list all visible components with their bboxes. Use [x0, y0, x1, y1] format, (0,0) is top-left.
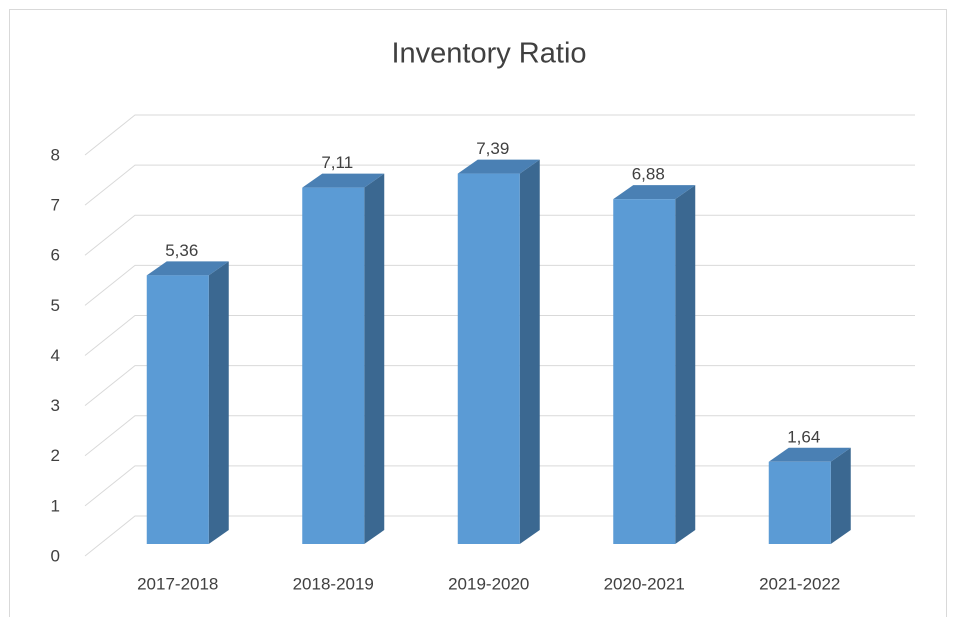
grid-line: [84, 164, 915, 206]
grid-line: [84, 114, 915, 156]
y-tick-label: 1: [51, 496, 60, 515]
y-tick-label: 5: [51, 296, 60, 315]
bar: [302, 187, 365, 544]
bar-top: [457, 159, 540, 174]
y-tick-label: 6: [51, 246, 60, 265]
x-tick-label: 2017-2018: [137, 574, 218, 593]
bar-side: [364, 173, 385, 544]
data-label: 5,36: [165, 241, 198, 260]
y-tick-label: 0: [51, 546, 60, 565]
bar-side: [208, 261, 229, 544]
data-label: 7,39: [476, 139, 509, 158]
x-tick-label: 2021-2022: [759, 574, 840, 593]
bar-top: [302, 173, 385, 188]
bar-top: [768, 447, 851, 462]
bar-side: [830, 447, 851, 544]
bar-top: [613, 185, 696, 200]
bar-top: [146, 261, 229, 276]
bar-side: [519, 159, 540, 545]
y-tick-label: 8: [51, 145, 60, 164]
data-label: 7,11: [321, 153, 353, 172]
y-tick-label: 2: [51, 446, 60, 465]
bar: [613, 199, 676, 544]
y-tick-label: 4: [51, 346, 60, 365]
bar: [146, 275, 209, 544]
chart-title: Inventory Ratio: [391, 38, 586, 70]
x-tick-label: 2019-2020: [448, 574, 529, 593]
y-tick-label: 7: [51, 196, 60, 215]
bar: [768, 461, 831, 544]
data-label: 6,88: [632, 165, 665, 184]
x-tick-label: 2020-2021: [604, 574, 685, 593]
bar-side: [675, 185, 696, 544]
bar: [457, 173, 520, 545]
x-tick-label: 2018-2019: [293, 574, 374, 593]
data-label: 1,64: [787, 427, 820, 446]
y-tick-label: 3: [51, 396, 60, 415]
